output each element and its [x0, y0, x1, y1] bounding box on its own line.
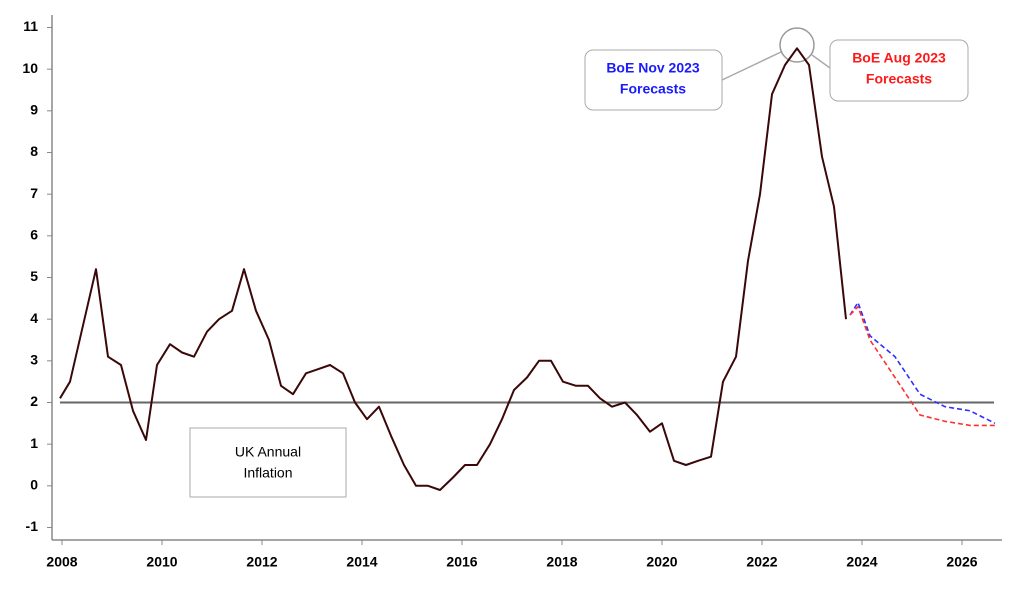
label-box [829, 39, 969, 102]
annotation: BoE Nov 2023 [606, 60, 700, 76]
y-tick-label: 3 [30, 352, 38, 368]
y-tick-label: 9 [30, 102, 38, 118]
y-tick-label: 11 [23, 18, 38, 34]
label-box [584, 49, 723, 111]
y-tick-label: 2 [30, 393, 38, 409]
y-tick-label: 0 [30, 477, 38, 493]
connector [721, 51, 782, 81]
x-tick-label: 2018 [546, 554, 577, 570]
label-box [189, 427, 347, 498]
y-tick-label: 8 [30, 143, 38, 159]
annotation: UK Annual [235, 444, 301, 460]
x-tick-label: 2020 [646, 554, 677, 570]
x-tick-label: 2022 [746, 554, 777, 570]
y-tick-label: 10 [22, 60, 38, 76]
series-line [849, 305, 995, 427]
annotation: Forecasts [866, 71, 932, 87]
x-tick-label: 2010 [146, 554, 177, 570]
y-tick-label: -1 [26, 518, 39, 534]
y-tick-label: 1 [30, 435, 38, 451]
annotation: Forecasts [620, 81, 686, 97]
x-tick-label: 2024 [846, 554, 877, 570]
y-tick-label: 6 [30, 227, 38, 243]
y-tick-label: 7 [30, 185, 38, 201]
x-tick-label: 2008 [46, 554, 77, 570]
series-line [59, 47, 847, 491]
connector [811, 54, 831, 69]
y-tick-label: 4 [30, 310, 38, 326]
annotation: BoE Aug 2023 [852, 50, 946, 66]
y-tick-label: 5 [30, 268, 38, 284]
x-tick-label: 2012 [246, 554, 277, 570]
x-tick-label: 2026 [946, 554, 977, 570]
peak-circle [779, 27, 815, 63]
annotation: Inflation [243, 465, 292, 481]
x-tick-label: 2016 [446, 554, 477, 570]
series-line [849, 301, 996, 425]
x-tick-label: 2014 [346, 554, 377, 570]
